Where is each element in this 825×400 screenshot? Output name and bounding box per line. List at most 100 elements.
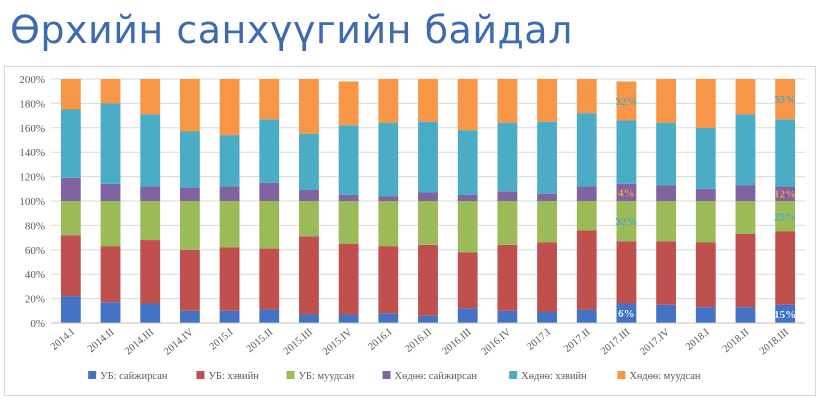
bar-segment xyxy=(299,314,319,323)
legend-swatch xyxy=(617,371,626,379)
x-tick-label: 2017.I xyxy=(525,327,553,353)
bar-segment xyxy=(775,119,796,187)
legend-label: Хөдөө: хэвийн xyxy=(521,371,587,382)
data-label: 4% xyxy=(618,187,635,199)
bar-segment xyxy=(299,79,319,134)
bar-segment xyxy=(338,81,359,126)
bar-segment xyxy=(418,79,438,122)
bar-segment xyxy=(219,201,240,248)
bar-segment xyxy=(179,131,200,188)
bar-segment xyxy=(140,79,161,115)
data-label: 25% xyxy=(774,211,796,223)
legend-label: Хөдөө: сайжирсан xyxy=(395,371,478,382)
y-tick-label: 60% xyxy=(25,245,45,257)
bar-segment xyxy=(576,201,597,231)
bar-segment xyxy=(616,201,637,242)
bar-segment xyxy=(179,79,200,132)
bar-segment xyxy=(60,235,81,297)
bar-segment xyxy=(576,186,597,201)
bar-segment xyxy=(656,304,677,323)
bar-segment xyxy=(60,109,81,178)
bar-segment xyxy=(60,201,81,236)
bar-segment xyxy=(537,121,557,194)
bar-segment xyxy=(775,201,796,232)
bar-segment xyxy=(695,127,716,189)
x-tick-label: 2018.II xyxy=(721,327,752,355)
legend-label: УБ: сайжирсан xyxy=(100,371,168,382)
bar-segment xyxy=(219,186,240,201)
bar-segment xyxy=(457,201,478,253)
bar-segment xyxy=(775,231,796,305)
x-tick-label: 2017.IV xyxy=(638,327,672,358)
bar-segment xyxy=(100,183,121,201)
bar-segment xyxy=(537,193,557,201)
bar-segment xyxy=(497,122,518,192)
bar-segment xyxy=(299,236,319,315)
bar-segment xyxy=(100,79,121,104)
bar-segment xyxy=(140,303,161,323)
bar-segment xyxy=(338,201,359,244)
y-tick-label: 100% xyxy=(19,196,45,208)
bar-segment xyxy=(775,304,796,323)
bar-segment xyxy=(219,247,240,311)
bar-segment xyxy=(259,182,280,201)
bar-segment xyxy=(259,309,280,323)
bar-segment xyxy=(616,183,637,201)
y-tick-label: 20% xyxy=(25,294,45,306)
bar-segment xyxy=(735,79,756,115)
bar-segment xyxy=(735,307,756,323)
bar-segment xyxy=(378,201,399,247)
page-title: Өрхийн санхүүгийн байдал xyxy=(10,8,573,52)
x-tick-label: 2016.I xyxy=(366,327,394,353)
x-tick-label: 2015.IV xyxy=(321,327,355,358)
x-tick-label: 2017.III xyxy=(599,327,633,358)
bar-segment xyxy=(60,177,81,201)
bar-segment xyxy=(179,187,200,201)
legend-swatch xyxy=(382,371,391,379)
bar-segment xyxy=(179,249,200,311)
bar-segment xyxy=(140,114,161,187)
y-tick-label: 0% xyxy=(30,318,45,330)
bar-segment xyxy=(140,201,161,241)
bar-segment xyxy=(140,240,161,304)
bar-segment xyxy=(378,79,399,123)
bar-segment xyxy=(457,79,478,131)
bar-segment xyxy=(537,242,557,313)
y-tick-label: 40% xyxy=(25,269,45,281)
legend-swatch xyxy=(196,371,205,379)
data-label: 6% xyxy=(618,308,635,320)
bar-segment xyxy=(457,130,478,195)
bar-segment xyxy=(259,248,280,310)
bar-segment xyxy=(457,252,478,309)
bar-segment xyxy=(338,194,359,201)
x-tick-label: 2014.IV xyxy=(162,327,196,358)
y-tick-label: 80% xyxy=(25,220,45,232)
bar-segment xyxy=(656,122,677,186)
bar-segment xyxy=(457,308,478,323)
legend-label: УБ: хэвийн xyxy=(208,371,259,382)
bar-segment xyxy=(735,114,756,186)
bar-segment xyxy=(576,79,597,114)
bar-segment xyxy=(576,309,597,323)
legend-label: Хөдөө: муудсан xyxy=(629,371,700,382)
x-tick-label: 2015.III xyxy=(282,327,316,358)
x-tick-label: 2014.III xyxy=(123,327,157,358)
y-tick-label: 180% xyxy=(19,98,45,110)
bar-segment xyxy=(259,79,280,120)
x-tick-label: 2016.III xyxy=(440,327,474,358)
legend-swatch xyxy=(509,371,518,379)
bar-segment xyxy=(219,79,240,136)
x-tick-label: 2015.I xyxy=(208,327,236,353)
y-tick-label: 120% xyxy=(19,172,45,184)
bar-segment xyxy=(299,133,319,191)
bar-segment xyxy=(140,186,161,201)
bar-segment xyxy=(338,243,359,315)
bar-segment xyxy=(735,201,756,234)
bar-segment xyxy=(695,307,716,323)
bar-segment xyxy=(100,302,121,323)
stacked-bar-chart: 0% 20% 40% 60% 80% 100% 120% 140% 160% 180% 200% 20… xyxy=(19,74,805,382)
bar-segment xyxy=(695,201,716,243)
bar-segment xyxy=(537,79,557,122)
bar-segment xyxy=(100,201,121,247)
bar-segment xyxy=(497,244,518,311)
